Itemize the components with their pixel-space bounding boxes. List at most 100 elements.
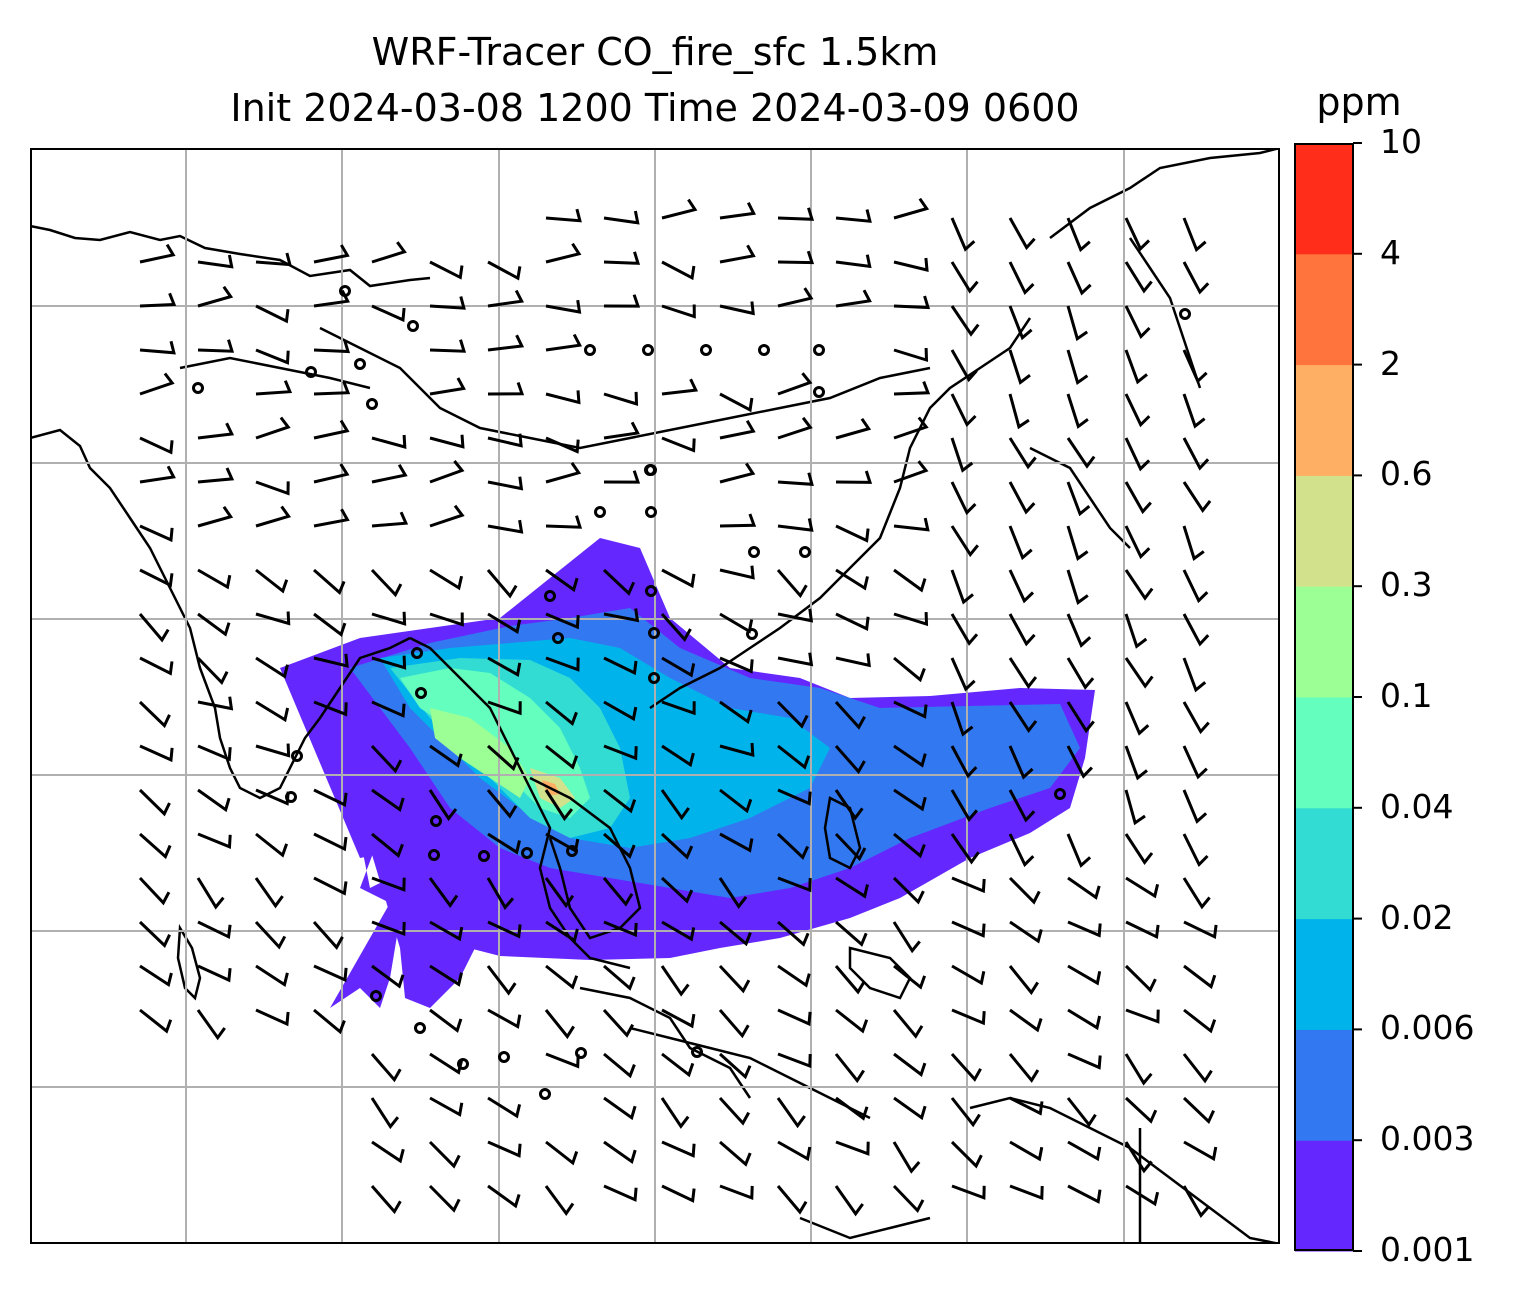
wind-barb [1066, 569, 1089, 605]
colorbar-segment [1295, 807, 1353, 920]
wind-barb [429, 612, 464, 627]
wind-barb [1124, 393, 1151, 428]
wind-barbs [138, 197, 1218, 1218]
wind-barb [196, 1009, 226, 1041]
wind-barb [835, 289, 872, 308]
wind-barb [892, 1141, 921, 1174]
wind-barb [1008, 876, 1041, 905]
wind-barb [313, 244, 350, 264]
wind-barb [313, 788, 348, 807]
wind-barb [197, 505, 234, 528]
wind-barb [429, 920, 464, 942]
wind-barb [1182, 613, 1210, 647]
wind-barb [1067, 1008, 1102, 1031]
wind-barb [1183, 1140, 1218, 1162]
wind-barb [1009, 1008, 1043, 1033]
wind-barb [777, 207, 815, 221]
colorbar-tick-label: 0.6 [1380, 454, 1433, 494]
wind-barb [1067, 964, 1102, 986]
wind-barb [197, 832, 232, 849]
wind-barb [255, 568, 289, 594]
calm-wind-circle [544, 590, 556, 602]
wind-barb [1066, 305, 1089, 342]
wind-barb [661, 1140, 696, 1158]
wind-barb [718, 1009, 750, 1039]
wind-barb [776, 1185, 808, 1215]
wind-barb [313, 700, 348, 717]
colorbar-tick-label: 0.003 [1380, 1119, 1475, 1159]
wind-barb [545, 299, 582, 314]
wind-barb [950, 481, 977, 516]
wind-barb [545, 568, 579, 593]
wind-barb [1182, 349, 1208, 384]
wind-barb [486, 965, 517, 996]
wind-barb [487, 476, 524, 491]
wind-barb [1008, 657, 1038, 690]
wind-barb [776, 700, 809, 729]
calm-wind-circle [192, 382, 204, 394]
wind-barb [1009, 1140, 1044, 1162]
wind-barb [777, 1140, 812, 1162]
wind-barb [1182, 525, 1205, 561]
wind-barb [777, 1008, 812, 1027]
wind-barb [1124, 569, 1154, 601]
colorbar-segment [1295, 586, 1353, 698]
wind-barb [313, 653, 349, 668]
wind-barb [603, 744, 638, 761]
wind-barb [719, 420, 756, 440]
wind-barb [545, 242, 582, 264]
wind-barb [835, 1096, 869, 1121]
wind-barb [835, 209, 872, 223]
wind-barb [1182, 877, 1211, 910]
wind-barb [893, 416, 929, 440]
calm-wind-circle [746, 628, 758, 640]
wind-barb [950, 1140, 983, 1169]
wind-barb [1182, 261, 1210, 295]
wind-barb [139, 340, 176, 355]
calm-wind-circle [407, 320, 419, 332]
wind-barb [429, 260, 464, 280]
wind-barb [835, 254, 872, 269]
wind-barb [777, 652, 814, 667]
wind-barb [487, 519, 524, 534]
wind-barb [313, 832, 348, 852]
wind-barb [545, 208, 582, 223]
wind-barb [893, 788, 927, 812]
wind-barb [139, 436, 174, 455]
wind-barb [950, 217, 976, 252]
wind-barb [893, 700, 928, 719]
wind-barb [1125, 920, 1160, 940]
wind-barb [719, 1184, 754, 1201]
plume-level-0.001b [370, 808, 485, 1008]
wind-barb [544, 877, 575, 909]
map-title-line2: Init 2024-03-08 1200 Time 2024-03-09 060… [230, 86, 1080, 130]
wind-barb [603, 391, 639, 406]
wind-barb [255, 964, 289, 988]
wind-barb [835, 653, 871, 668]
wind-barb [1067, 1052, 1102, 1070]
wind-barb [777, 744, 811, 770]
wind-barb [718, 877, 748, 909]
wind-barb [487, 334, 525, 352]
wind-barb [719, 920, 752, 947]
calm-wind-circle [414, 1022, 426, 1034]
wind-barb [255, 416, 291, 440]
wind-barb [138, 700, 171, 729]
wind-barb [719, 513, 757, 528]
wind-barb [1182, 217, 1207, 253]
wind-barb [371, 832, 404, 858]
wind-barb [835, 1140, 870, 1156]
wind-barb [428, 789, 458, 822]
wind-barb [661, 700, 696, 716]
wind-barb [1066, 261, 1092, 296]
wind-barb [1124, 657, 1154, 689]
wind-barb [138, 920, 171, 949]
wind-barb [603, 964, 636, 991]
wind-barb [892, 921, 921, 954]
wind-barb [1124, 613, 1148, 649]
wind-barb [661, 1184, 696, 1203]
wind-barb [777, 964, 811, 988]
wind-barb [545, 832, 580, 854]
wind-barb [1066, 701, 1095, 734]
wind-barb [892, 1009, 924, 1039]
